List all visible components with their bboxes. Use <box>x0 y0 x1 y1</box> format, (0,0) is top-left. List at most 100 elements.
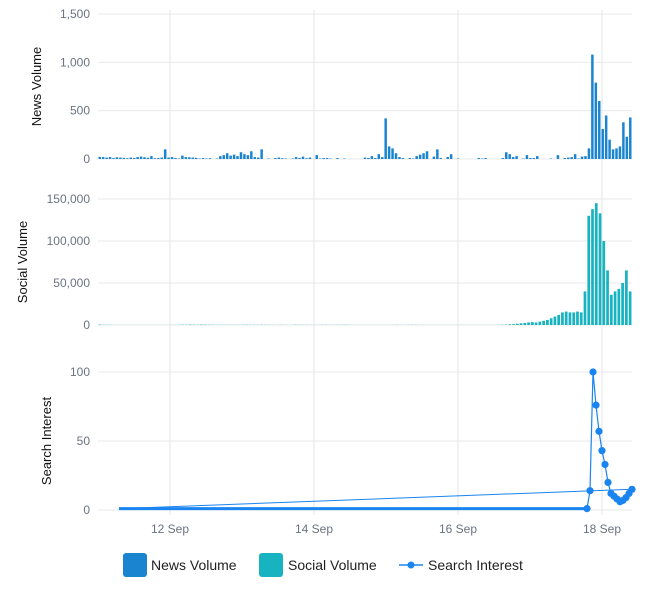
bar <box>561 312 564 325</box>
bar <box>253 157 256 159</box>
bar <box>101 157 105 159</box>
bar <box>617 288 621 325</box>
data-point <box>583 505 591 513</box>
bar <box>432 156 436 159</box>
bar <box>446 157 449 159</box>
bar <box>425 151 429 159</box>
y-tick-label: 0 <box>83 318 90 332</box>
bar <box>568 312 572 325</box>
bar <box>515 156 518 159</box>
bar <box>115 157 119 159</box>
bar <box>532 158 536 159</box>
bar <box>601 129 604 159</box>
x-tick-label: 16 Sep <box>439 522 477 536</box>
bar <box>391 148 394 159</box>
bar <box>160 157 163 159</box>
bar <box>191 157 194 159</box>
bar <box>591 209 594 325</box>
bar <box>529 158 532 159</box>
bar <box>167 157 170 159</box>
y-tick-label: 150,000 <box>47 192 91 206</box>
y-tick-label: 0 <box>83 503 90 517</box>
bar <box>608 139 611 159</box>
data-point <box>589 368 597 376</box>
bar <box>580 156 584 159</box>
bar <box>477 158 480 159</box>
bar <box>122 157 126 159</box>
bar <box>308 157 312 159</box>
bar <box>622 122 625 159</box>
x-axis: 12 Sep 14 Sep 16 Sep 18 Sep <box>151 522 621 536</box>
bar <box>250 151 253 159</box>
bar <box>132 158 136 159</box>
data-point <box>628 485 636 493</box>
bar <box>394 153 398 159</box>
bar <box>139 156 143 159</box>
bar <box>439 158 443 159</box>
bar <box>194 157 198 159</box>
series-news-volume <box>98 54 632 159</box>
legend-marker <box>407 561 415 569</box>
y-tick-label: 1,500 <box>60 7 90 21</box>
bar <box>604 115 608 159</box>
bar <box>398 157 401 159</box>
bar <box>553 316 557 325</box>
bar <box>225 153 229 159</box>
bar <box>153 158 157 159</box>
bar <box>384 118 387 159</box>
bar <box>301 156 305 159</box>
bar <box>625 270 628 325</box>
bar <box>613 291 617 325</box>
bar <box>625 136 629 159</box>
bar <box>563 158 567 159</box>
bar <box>576 311 579 325</box>
bar <box>363 157 367 159</box>
bar <box>511 157 515 159</box>
bar <box>298 158 301 159</box>
legend-label: Social Volume <box>288 557 377 573</box>
bar <box>618 146 622 159</box>
bar <box>609 294 613 325</box>
bar <box>374 158 377 159</box>
bar <box>170 157 174 159</box>
bar <box>163 149 167 159</box>
bar <box>611 149 615 159</box>
data-point <box>586 487 594 495</box>
bar <box>239 152 243 159</box>
bar <box>315 155 319 159</box>
bar <box>415 156 418 159</box>
panel-news: 0 500 1,000 1,500 News Volume <box>29 7 632 166</box>
bar <box>615 148 618 159</box>
series-social-volume <box>98 203 632 325</box>
bar <box>542 320 545 325</box>
bar <box>418 154 422 159</box>
bar <box>322 158 325 159</box>
bar <box>594 203 598 325</box>
y-tick-label: 0 <box>83 152 90 166</box>
legend: News Volume Social Volume Search Interest <box>123 553 523 577</box>
bar <box>587 148 591 159</box>
bar <box>594 82 598 159</box>
bar <box>584 156 587 159</box>
y-axis-label: Search Interest <box>39 397 54 486</box>
bar <box>508 154 511 159</box>
bar <box>505 152 508 159</box>
bar <box>325 158 329 159</box>
bar <box>602 241 606 325</box>
bar <box>184 157 188 159</box>
panel-search: 0 50 100 Search Interest <box>39 365 636 517</box>
legend-item-social-volume: Social Volume <box>259 553 377 577</box>
bar <box>621 283 624 325</box>
bar <box>150 156 153 159</box>
y-tick-label: 500 <box>70 104 90 118</box>
bar <box>564 311 568 325</box>
bar <box>243 154 246 159</box>
bar <box>174 158 177 159</box>
x-tick-label: 14 Sep <box>295 522 333 536</box>
bar <box>570 157 573 159</box>
bar <box>208 158 212 159</box>
bar <box>188 157 191 159</box>
bar <box>112 158 115 159</box>
legend-item-news-volume: News Volume <box>123 553 237 577</box>
